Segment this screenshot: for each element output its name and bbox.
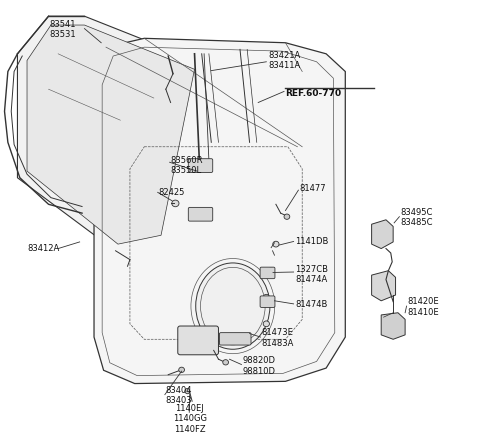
Text: 1141DB: 1141DB [295, 238, 328, 246]
Text: REF.60-770: REF.60-770 [286, 89, 342, 98]
FancyBboxPatch shape [219, 333, 251, 345]
Polygon shape [372, 220, 393, 249]
Polygon shape [381, 313, 405, 339]
Polygon shape [372, 271, 396, 301]
FancyBboxPatch shape [260, 296, 275, 307]
Polygon shape [94, 38, 345, 384]
Ellipse shape [185, 388, 190, 394]
Text: 81477: 81477 [300, 184, 326, 193]
Ellipse shape [172, 200, 179, 207]
Ellipse shape [273, 241, 279, 247]
Ellipse shape [268, 268, 274, 274]
Ellipse shape [263, 294, 269, 300]
Text: 83404
83403: 83404 83403 [166, 386, 192, 405]
Text: 1327CB
81474A: 1327CB 81474A [295, 265, 328, 284]
Ellipse shape [284, 214, 290, 219]
Ellipse shape [223, 360, 228, 365]
Polygon shape [17, 16, 202, 251]
Text: 81474B: 81474B [295, 300, 327, 309]
Text: 83541
83531: 83541 83531 [49, 20, 76, 39]
Ellipse shape [196, 263, 270, 349]
FancyBboxPatch shape [188, 207, 213, 221]
Text: 81473E
81483A: 81473E 81483A [262, 328, 294, 348]
Ellipse shape [263, 321, 269, 327]
Text: 83421A
83411A: 83421A 83411A [269, 51, 301, 70]
Polygon shape [27, 25, 194, 244]
FancyBboxPatch shape [188, 159, 213, 172]
Ellipse shape [179, 367, 184, 373]
Text: 81420E
81410E: 81420E 81410E [408, 297, 439, 317]
Text: 82425: 82425 [158, 188, 185, 197]
Text: 98820D
98810D: 98820D 98810D [242, 356, 276, 376]
FancyBboxPatch shape [178, 326, 218, 355]
Text: 83412A: 83412A [27, 244, 59, 253]
Text: 83560R
83550L: 83560R 83550L [170, 156, 203, 175]
FancyBboxPatch shape [260, 267, 275, 279]
Text: 83495C
83485C: 83495C 83485C [400, 208, 433, 227]
Text: 1140EJ
1140GG
1140FZ: 1140EJ 1140GG 1140FZ [173, 404, 207, 434]
